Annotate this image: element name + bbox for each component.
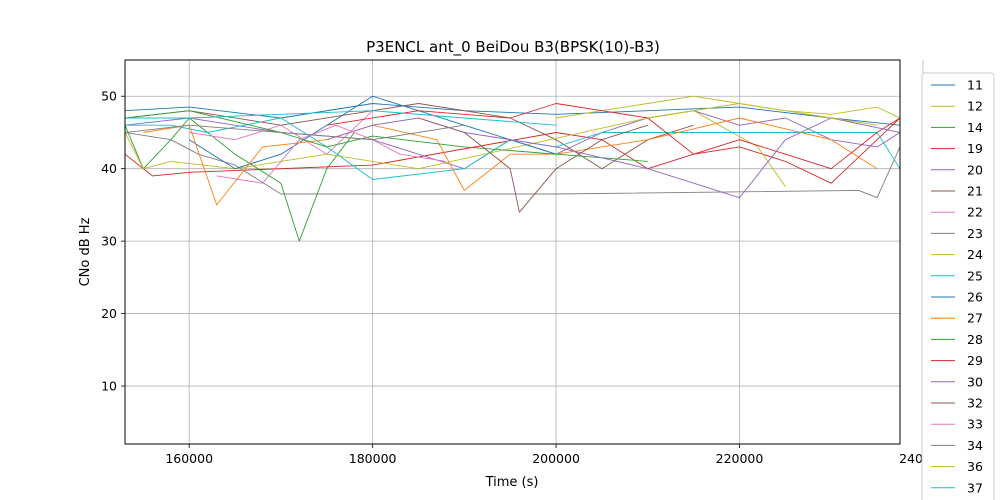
legend-label: 23 bbox=[967, 226, 983, 241]
y-tick-label: 20 bbox=[101, 306, 117, 321]
y-tick-label: 50 bbox=[101, 89, 117, 104]
series-line-36 bbox=[647, 103, 878, 126]
legend-label: 32 bbox=[967, 396, 983, 411]
series-layer bbox=[124, 95, 901, 242]
series-line-37 bbox=[125, 110, 557, 126]
legend-label: 28 bbox=[967, 332, 983, 347]
y-tick-label: 40 bbox=[101, 161, 117, 176]
y-axis: 10 20 30 40 50 bbox=[101, 89, 125, 394]
x-tick-label: 180000 bbox=[349, 451, 397, 466]
legend-label: 14 bbox=[967, 120, 983, 135]
legend-label: 37 bbox=[967, 480, 983, 495]
legend-box bbox=[921, 72, 995, 500]
legend-label: 29 bbox=[967, 353, 983, 368]
series-line-14 bbox=[124, 117, 355, 242]
series-line-34 bbox=[124, 124, 465, 141]
legend-label: 22 bbox=[967, 205, 983, 220]
legend-label: 19 bbox=[967, 141, 983, 156]
series-line-22 bbox=[189, 110, 373, 155]
legend-label: 24 bbox=[967, 247, 983, 262]
series-line-25 bbox=[125, 117, 901, 180]
series-line-11 bbox=[124, 103, 901, 126]
legend-label: 11 bbox=[967, 78, 983, 93]
series-line-26 bbox=[188, 95, 557, 170]
x-tick-label: 200000 bbox=[532, 451, 580, 466]
x-axis: 160000180000200000220000240000 bbox=[165, 444, 947, 466]
y-tick-label: 10 bbox=[101, 379, 117, 394]
legend-label: 33 bbox=[967, 417, 983, 432]
legend-label: 36 bbox=[967, 459, 983, 474]
y-tick-label: 30 bbox=[101, 234, 117, 249]
series-line-23 bbox=[124, 132, 901, 199]
grid-lines bbox=[125, 60, 924, 444]
legend-label: 20 bbox=[967, 162, 983, 177]
chart-title: P3ENCL ant_0 BeiDou B3(BPSK(10)-B3) bbox=[366, 38, 660, 57]
x-tick-label: 220000 bbox=[716, 451, 764, 466]
legend-label: 25 bbox=[967, 268, 983, 283]
x-axis-title: Time (s) bbox=[485, 475, 539, 490]
series-line-30 bbox=[326, 117, 901, 199]
series-line-27 bbox=[143, 117, 878, 206]
x-tick-label: 160000 bbox=[165, 451, 213, 466]
legend-label: 12 bbox=[967, 99, 983, 114]
legend: 11 12 14 19 20 21 22 23 24 25 26 27 28 29 30 32 33 34 36 37 bbox=[921, 72, 995, 500]
series-line-28 bbox=[124, 110, 648, 162]
legend-label: 26 bbox=[967, 290, 983, 305]
series-line-33 bbox=[216, 124, 447, 184]
series-line-32 bbox=[418, 117, 648, 213]
legend-label: 34 bbox=[967, 438, 983, 453]
legend-label: 21 bbox=[967, 184, 983, 199]
series-line-24 bbox=[124, 110, 786, 188]
y-axis-title: CNo dB Hz bbox=[78, 217, 93, 286]
legend-label: 27 bbox=[967, 311, 983, 326]
plot-frame bbox=[124, 59, 901, 445]
legend-label: 30 bbox=[967, 374, 983, 389]
series-line-29 bbox=[326, 103, 901, 170]
